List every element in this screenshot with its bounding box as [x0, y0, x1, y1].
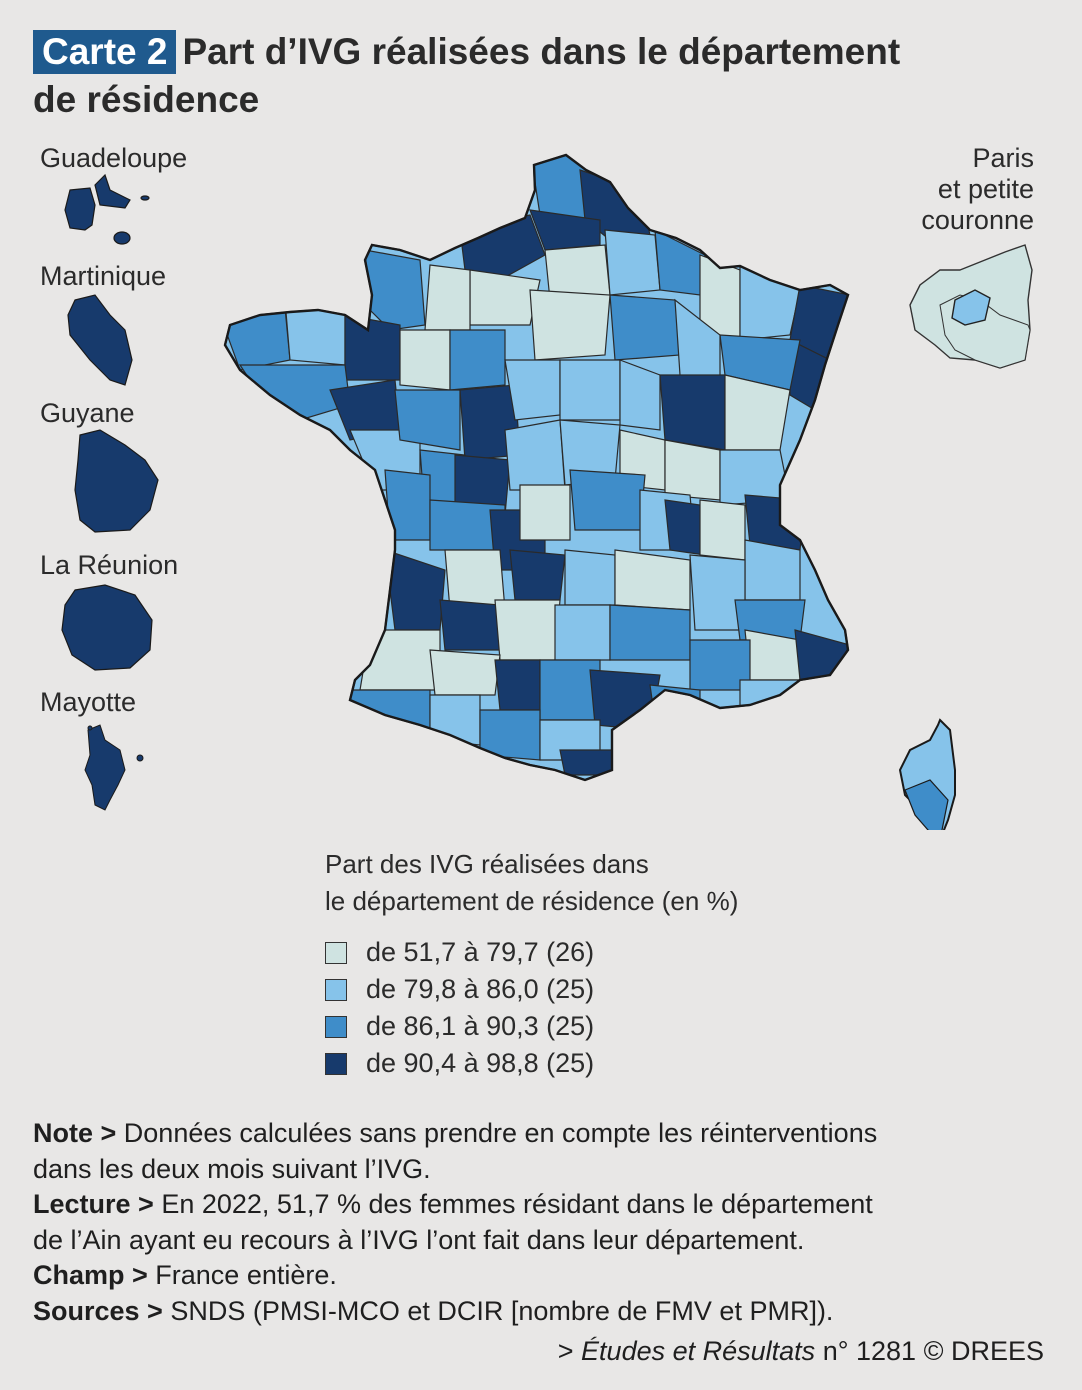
lecture-line-2: de l’Ain ayant eu recours à l’IVG l’ont …: [33, 1224, 805, 1255]
paris-inset-map: [909, 244, 1033, 369]
legend-list: de 51,7 à 79,7 (26) de 79,8 à 86,0 (25) …: [325, 934, 738, 1082]
legend-label: de 86,1 à 90,3 (25): [366, 1011, 595, 1041]
label-martinique: Martinique: [40, 261, 167, 291]
sources-line: Sources > SNDS (PMSI-MCO et DCIR [nombre…: [33, 1294, 1043, 1330]
legend-label: de 51,7 à 79,7 (26): [366, 937, 595, 967]
sources-label: Sources >: [33, 1295, 163, 1326]
notes-block: Note > Données calculées sans prendre en…: [33, 1116, 1043, 1329]
martinique-map: [67, 294, 133, 386]
mayotte-map: [84, 724, 144, 811]
map-header: Carte 2 Part d’IVG réalisées dans le dépa…: [33, 28, 1043, 124]
legend-title-line1: Part des IVG réalisées dans: [325, 849, 649, 879]
lecture-line-1: Lecture > En 2022, 51,7 % des femmes rés…: [33, 1187, 1043, 1223]
legend-item: de 79,8 à 86,0 (25): [325, 971, 738, 1008]
paris-inset-label: Paris et petite couronne: [921, 143, 1034, 236]
lecture-text: En 2022, 51,7 % des femmes résidant dans…: [153, 1189, 873, 1219]
metropolitan-france: [223, 153, 850, 782]
paris-label-line1: Paris: [972, 143, 1034, 173]
legend-label: de 79,8 à 86,0 (25): [366, 974, 595, 1004]
champ-label: Champ >: [33, 1260, 148, 1290]
legend-item: de 86,1 à 90,3 (25): [325, 1008, 738, 1045]
label-guadeloupe: Guadeloupe: [40, 143, 188, 173]
la-reunion-map: [61, 584, 153, 671]
label-guyane: Guyane: [40, 398, 135, 428]
champ-text: France entière.: [147, 1260, 337, 1290]
map-legend: Part des IVG réalisées dans le départeme…: [325, 846, 738, 1082]
label-mayotte: Mayotte: [40, 687, 137, 717]
label-la-reunion: La Réunion: [40, 550, 179, 580]
legend-title-line2: le département de résidence (en %): [325, 886, 739, 916]
legend-swatch: [325, 1015, 347, 1038]
publication-name: Études et Résultats: [581, 1336, 816, 1366]
guadeloupe-map: [64, 173, 150, 245]
legend-label: de 90,4 à 98,8 (25): [366, 1048, 595, 1078]
sources-text: SNDS (PMSI-MCO et DCIR [nombre de FMV et…: [162, 1295, 834, 1326]
legend-item: de 90,4 à 98,8 (25): [325, 1045, 738, 1082]
note-text: Données calculées sans prendre en compte…: [116, 1118, 878, 1148]
paris-label-line2: et petite: [937, 174, 1034, 204]
note-label: Note >: [33, 1118, 117, 1148]
title-line-1: Carte 2 Part d’IVG réalisées dans le dépa…: [33, 28, 1043, 76]
credit-suffix: n° 1281 © DREES: [815, 1336, 1044, 1366]
lecture-label: Lecture >: [33, 1189, 154, 1219]
champ-line: Champ > France entière.: [33, 1258, 1043, 1294]
note-line-2: dans les deux mois suivant l’IVG.: [33, 1153, 431, 1184]
publication-credit: > Études et Résultats n° 1281 © DREES: [558, 1336, 1044, 1367]
legend-swatch: [325, 1052, 347, 1075]
france-choropleth-map: [61, 153, 1033, 830]
guyane-map: [74, 429, 159, 533]
legend-item: de 51,7 à 79,7 (26): [325, 934, 738, 971]
note-line-1: Note > Données calculées sans prendre en…: [33, 1116, 1043, 1152]
corsica-map: [898, 718, 956, 830]
legend-swatch: [325, 978, 347, 1001]
paris-label-line3: couronne: [921, 205, 1034, 235]
legend-swatch: [325, 941, 347, 964]
credit-prefix: >: [557, 1336, 582, 1366]
title-line-2: de résidence: [33, 79, 260, 120]
title-text: Part d’IVG réalisées dans le département: [182, 31, 901, 72]
map-number-badge: Carte 2: [33, 30, 177, 74]
